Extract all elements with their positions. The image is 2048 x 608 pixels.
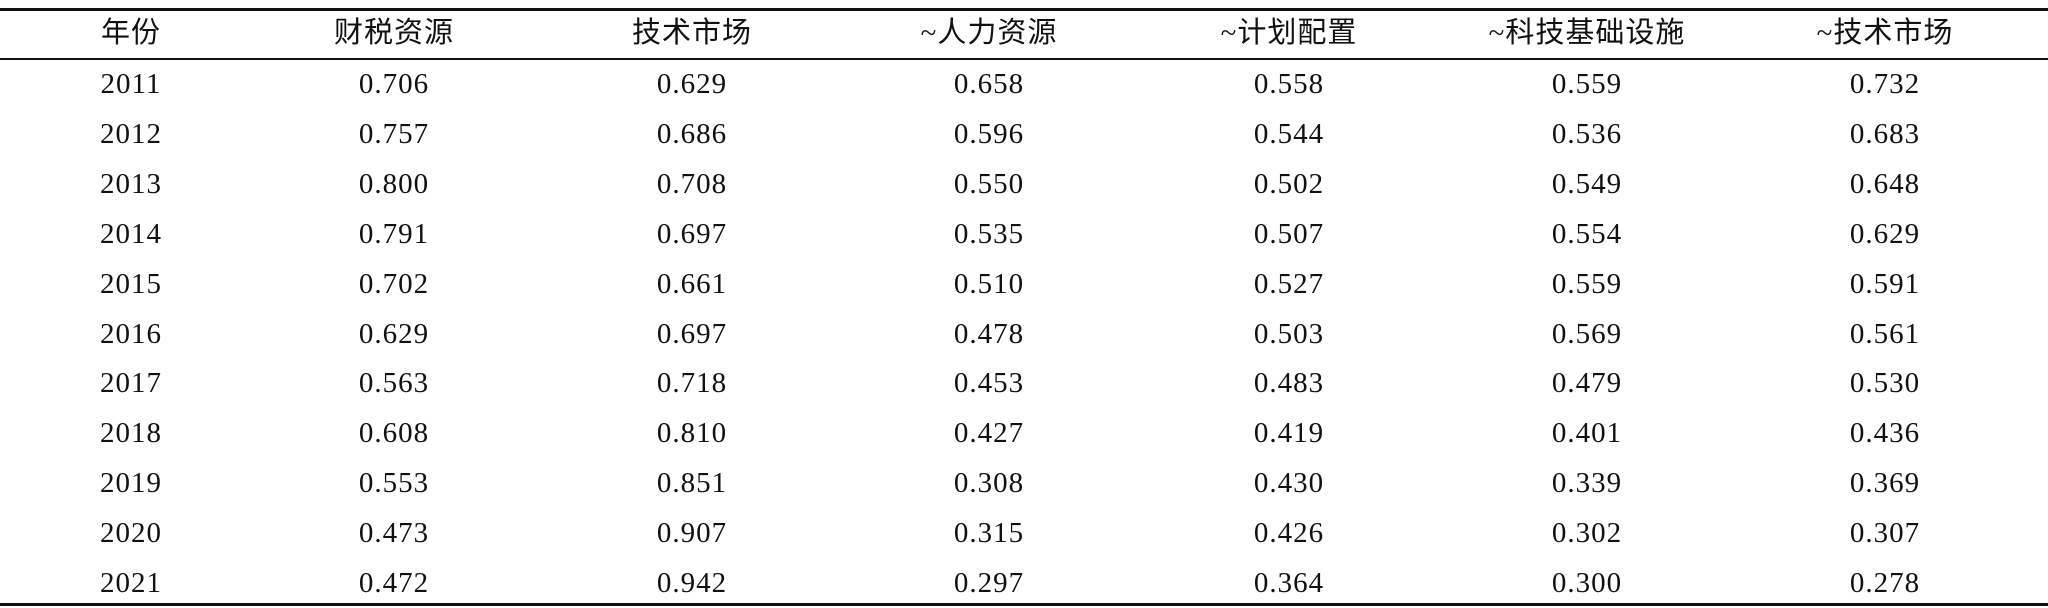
value-cell: 0.608	[358, 417, 430, 450]
value-cell: 0.536	[1551, 117, 1623, 150]
value-cell: 0.629	[656, 68, 728, 100]
value-cell: 0.559	[1551, 267, 1623, 300]
value-cell: 0.757	[358, 117, 430, 150]
value-cell: 0.661	[656, 267, 728, 300]
value-cell: 0.307	[1849, 517, 1921, 550]
value-cell: 0.683	[1849, 117, 1921, 150]
year-cell: 2011	[100, 68, 162, 100]
value-cell: 0.339	[1551, 467, 1623, 500]
value-cell: 0.629	[358, 317, 430, 350]
value-cell: 0.507	[1253, 217, 1325, 250]
value-cell: 0.718	[656, 367, 728, 400]
value-cell: 0.702	[358, 267, 430, 300]
year-cell: 2018	[100, 417, 162, 450]
value-cell: 0.510	[953, 267, 1025, 300]
header-rule	[0, 58, 2048, 60]
year-cell: 2015	[100, 267, 162, 300]
value-cell: 0.427	[953, 417, 1025, 450]
value-cell: 0.591	[1849, 267, 1921, 300]
value-cell: 0.549	[1551, 167, 1623, 200]
value-cell: 0.596	[953, 117, 1025, 150]
value-cell: 0.472	[358, 567, 430, 599]
year-cell: 2019	[100, 467, 162, 500]
header-cell: ~科技基础设施	[1488, 17, 1686, 49]
value-cell: 0.907	[656, 517, 728, 550]
header-cell: 技术市场	[631, 17, 752, 49]
value-cell: 0.800	[358, 167, 430, 200]
top-rule	[0, 8, 2048, 11]
value-cell: 0.453	[953, 367, 1025, 400]
year-cell: 2014	[100, 217, 162, 250]
value-cell: 0.686	[656, 117, 728, 150]
value-cell: 0.561	[1849, 317, 1921, 350]
value-cell: 0.419	[1253, 417, 1325, 450]
value-cell: 0.942	[656, 567, 728, 599]
value-cell: 0.658	[953, 68, 1025, 100]
value-cell: 0.478	[953, 317, 1025, 350]
value-cell: 0.401	[1551, 417, 1623, 450]
value-cell: 0.308	[953, 467, 1025, 500]
value-cell: 0.503	[1253, 317, 1325, 350]
value-cell: 0.502	[1253, 167, 1325, 200]
header-cell: ~人力资源	[920, 17, 1058, 49]
value-cell: 0.697	[656, 317, 728, 350]
value-cell: 0.554	[1551, 217, 1623, 250]
value-cell: 0.297	[953, 567, 1025, 599]
value-cell: 0.553	[358, 467, 430, 500]
value-cell: 0.558	[1253, 68, 1325, 100]
value-cell: 0.364	[1253, 567, 1325, 599]
year-cell: 2012	[100, 117, 162, 150]
value-cell: 0.479	[1551, 367, 1623, 400]
value-cell: 0.473	[358, 517, 430, 550]
year-cell: 2020	[100, 517, 162, 550]
header-cell: ~技术市场	[1816, 17, 1954, 49]
value-cell: 0.559	[1551, 68, 1623, 100]
value-cell: 0.369	[1849, 467, 1921, 500]
value-cell: 0.550	[953, 167, 1025, 200]
year-cell: 2013	[100, 167, 162, 200]
value-cell: 0.544	[1253, 117, 1325, 150]
value-cell: 0.697	[656, 217, 728, 250]
year-cell: 2016	[100, 317, 162, 350]
value-cell: 0.535	[953, 217, 1025, 250]
value-cell: 0.706	[358, 68, 430, 100]
value-cell: 0.278	[1849, 567, 1921, 599]
value-cell: 0.302	[1551, 517, 1623, 550]
header-cell: ~计划配置	[1220, 17, 1358, 49]
header-cell: 年份	[100, 17, 161, 49]
value-cell: 0.527	[1253, 267, 1325, 300]
value-cell: 0.810	[656, 417, 728, 450]
value-cell: 0.563	[358, 367, 430, 400]
value-cell: 0.732	[1849, 68, 1921, 100]
year-cell: 2021	[100, 567, 162, 599]
value-cell: 0.426	[1253, 517, 1325, 550]
value-cell: 0.430	[1253, 467, 1325, 500]
value-cell: 0.315	[953, 517, 1025, 550]
header-cell: 财税资源	[333, 17, 454, 49]
value-cell: 0.530	[1849, 367, 1921, 400]
value-cell: 0.300	[1551, 567, 1623, 599]
value-cell: 0.629	[1849, 217, 1921, 250]
value-cell: 0.648	[1849, 167, 1921, 200]
value-cell: 0.851	[656, 467, 728, 500]
value-cell: 0.436	[1849, 417, 1921, 450]
value-cell: 0.791	[358, 217, 430, 250]
value-cell: 0.483	[1253, 367, 1325, 400]
year-cell: 2017	[100, 367, 162, 400]
value-cell: 0.569	[1551, 317, 1623, 350]
bottom-rule	[0, 603, 2048, 606]
value-cell: 0.708	[656, 167, 728, 200]
